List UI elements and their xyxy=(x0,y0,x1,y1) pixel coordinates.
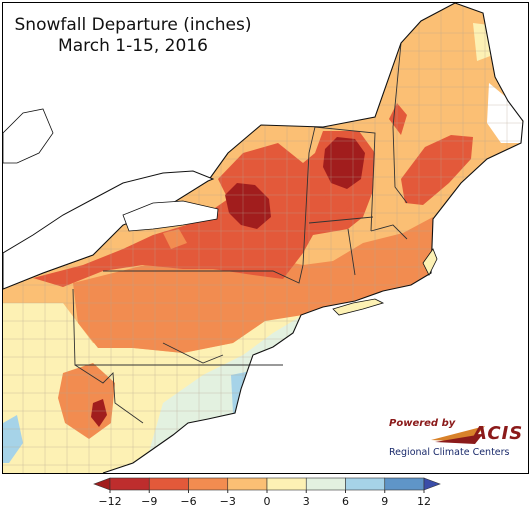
legend-tick-label: 9 xyxy=(381,495,388,508)
legend-ticks: −12 −9 −6 −3 0 3 6 9 12 xyxy=(98,490,431,508)
state-borders xyxy=(72,42,408,424)
lake-erie-ontario xyxy=(3,170,215,290)
legend-bin xyxy=(188,477,229,491)
coastline xyxy=(3,3,524,473)
legend-tick-label: −12 xyxy=(98,495,121,508)
legend-tick-label: 3 xyxy=(303,495,310,508)
legend-tick-label: −9 xyxy=(141,495,157,508)
map-title: Snowfall Departure (inches) xyxy=(14,15,252,35)
legend-tick-label: −3 xyxy=(220,495,236,508)
legend-tick-label: 6 xyxy=(342,495,349,508)
legend-bin xyxy=(345,477,386,491)
legend-tick-label: 12 xyxy=(417,495,431,508)
logo-powered-by: Powered by xyxy=(389,418,456,429)
legend-tick-label: 0 xyxy=(264,495,271,508)
contour-minus9-to-minus6 xyxy=(33,131,375,287)
contour-deep-red-vt xyxy=(323,137,365,189)
legend-bin xyxy=(266,477,307,491)
logo-swoosh-icon xyxy=(431,426,485,444)
no-data-area xyxy=(487,83,523,143)
map-frame: Snowfall Departure (inches) March 1-15, … xyxy=(2,2,529,474)
legend-bin xyxy=(148,477,189,491)
cape-cod xyxy=(422,248,438,276)
legend-under-arrow xyxy=(93,477,111,491)
contour-vt-red xyxy=(325,189,355,215)
contour-nh-red xyxy=(389,103,407,135)
long-island xyxy=(332,298,385,316)
legend-bins xyxy=(93,477,441,491)
lake-ontario xyxy=(122,200,219,232)
map-subtitle: March 1-15, 2016 xyxy=(58,36,208,56)
lake-huron xyxy=(3,108,54,164)
legend-tick-label: −6 xyxy=(180,495,196,508)
contour-ny-light xyxy=(163,229,187,249)
contour-deep-red-wv xyxy=(91,399,107,427)
legend-over-arrow xyxy=(423,477,441,491)
contour-6-to-9-west xyxy=(3,415,23,463)
acis-logo: Powered by ACIS Regional Climate Centers xyxy=(385,416,525,466)
snowfall-map xyxy=(3,3,528,473)
logo-acis-text: ACIS xyxy=(473,423,524,444)
legend-bin xyxy=(384,477,425,491)
legend-bin xyxy=(109,477,150,491)
contour-deep-red-ny xyxy=(225,183,271,229)
legend-bin xyxy=(305,477,346,491)
legend-bin xyxy=(227,477,268,491)
color-legend: −12 −9 −6 −3 0 3 6 9 12 xyxy=(93,477,441,508)
logo-rcc-text: Regional Climate Centers xyxy=(389,447,510,458)
